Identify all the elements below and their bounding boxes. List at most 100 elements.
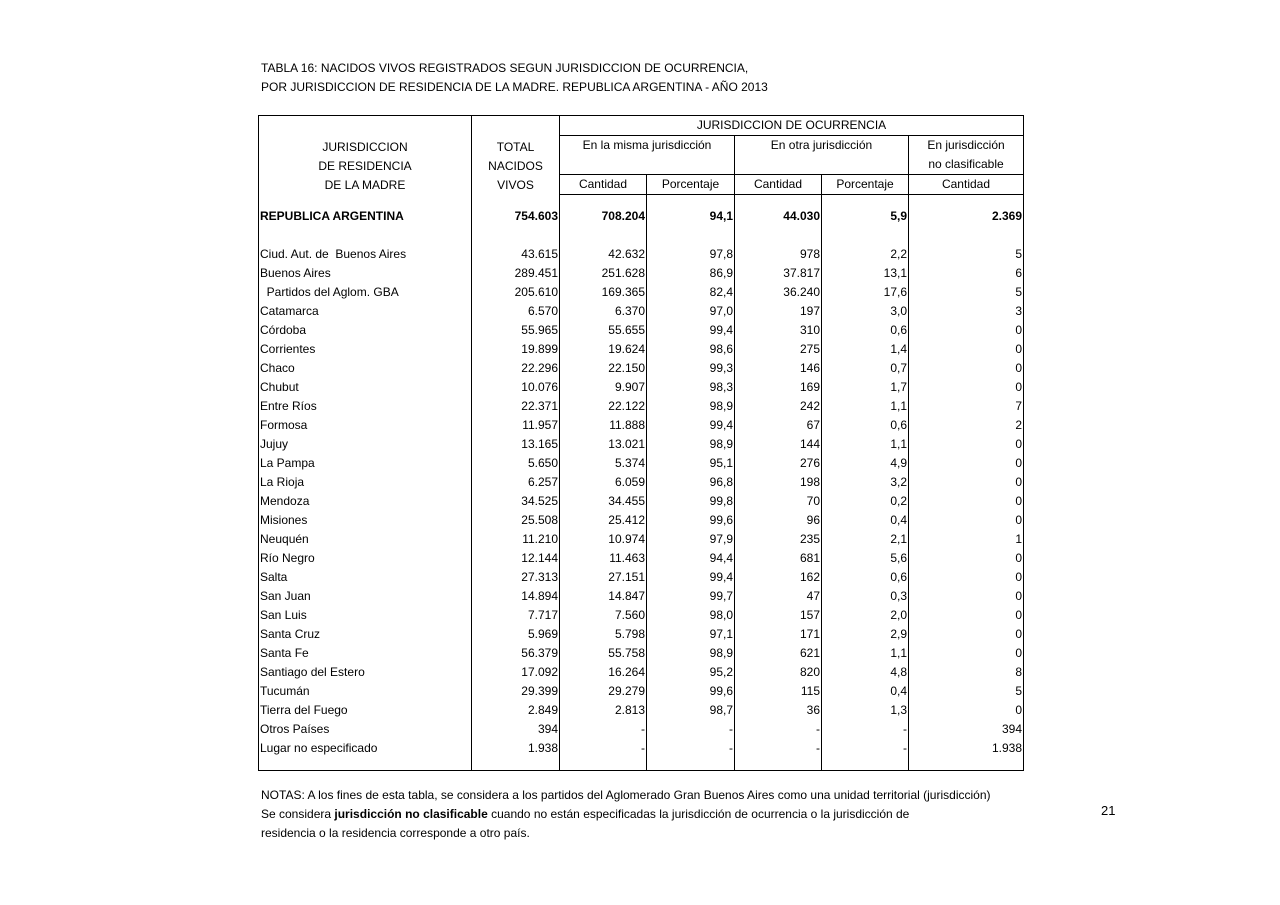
table-cell: 96,8 <box>646 473 735 492</box>
table-row: Catamarca 6.570 6.370 97,0 197 3,0 3 <box>259 302 1024 321</box>
header-misma-porcentaje: Porcentaje <box>646 174 735 195</box>
table-cell: 5.798 <box>559 625 647 644</box>
spacer-cell <box>259 195 472 208</box>
table-row: Mendoza 34.525 34.455 99,8 70 0,2 0 <box>259 492 1024 511</box>
table-cell: 2,0 <box>821 606 909 625</box>
table-cell: 11.463 <box>559 549 647 568</box>
jurisdiction-name: Misiones <box>260 513 308 527</box>
spacer-row <box>259 194 1024 208</box>
table-cell: 22.371 <box>471 397 560 416</box>
table-cell: 1,1 <box>821 397 909 416</box>
table-cell: 19.899 <box>471 340 560 359</box>
spacer-row <box>259 226 1024 245</box>
table-cell: 2.369 <box>908 207 1024 226</box>
notes-line-2: Se considera jurisdicción no clasificabl… <box>261 805 991 824</box>
table-cell: 2,1 <box>821 530 909 549</box>
table-cell: 11.210 <box>471 530 560 549</box>
jurisdiction-name: La Pampa <box>260 456 315 470</box>
table-cell: 10.974 <box>559 530 647 549</box>
table-cell: 708.204 <box>559 207 647 226</box>
table-cell: 25.508 <box>471 511 560 530</box>
jurisdiction-name: Ciud. Aut. de Buenos Aires <box>260 247 407 261</box>
table-cell: 0 <box>908 606 1024 625</box>
table-cell: 5 <box>908 245 1024 264</box>
header-jurisdiccion-residencia: JURISDICCION DE RESIDENCIA DE LA MADRE <box>259 116 472 195</box>
header-text: TOTAL <box>496 139 535 154</box>
table-row: Córdoba 55.965 55.655 99,4 310 0,6 0 <box>259 321 1024 340</box>
table-cell: 0,4 <box>821 682 909 701</box>
notes-text: Se considera <box>261 807 335 821</box>
table-cell: 0 <box>908 568 1024 587</box>
table-cell: 2,9 <box>821 625 909 644</box>
table-cell: 162 <box>734 568 822 587</box>
header-no-clasificable-2: no clasificable <box>908 155 1024 175</box>
table-cell: 4,9 <box>821 454 909 473</box>
table-cell: 7 <box>908 397 1024 416</box>
table-cell: 235 <box>734 530 822 549</box>
jurisdiction-name: Córdoba <box>260 323 307 337</box>
table-row: Chaco 22.296 22.150 99,3 146 0,7 0 <box>259 359 1024 378</box>
header-no-clasificable-cantidad: Cantidad <box>908 174 1024 195</box>
table-cell: 13.165 <box>471 435 560 454</box>
table-cell: 3,0 <box>821 302 909 321</box>
table-cell: 0,6 <box>821 568 909 587</box>
table-cell: 0 <box>908 435 1024 454</box>
spacer-cell <box>908 226 1024 245</box>
jurisdiction-name: Tierra del Fuego <box>260 703 348 717</box>
table-cell: 2.849 <box>471 701 560 720</box>
table-cell: 169 <box>734 378 822 397</box>
table-row: Neuquén 11.210 10.974 97,9 235 2,1 1 <box>259 530 1024 549</box>
table-cell: 0 <box>908 625 1024 644</box>
table-cell: 27.151 <box>559 568 647 587</box>
table-cell: 55.758 <box>559 644 647 663</box>
jurisdiction-name: Salta <box>260 570 288 584</box>
table-cell: 171 <box>734 625 822 644</box>
table-cell: 0 <box>908 644 1024 663</box>
table-cell: 978 <box>734 245 822 264</box>
table-cell: 0 <box>908 701 1024 720</box>
table-cell: 0 <box>908 321 1024 340</box>
jurisdiction-name: Buenos Aires <box>260 266 331 280</box>
table-cell: 95,2 <box>646 663 735 682</box>
spacer-cell <box>646 194 735 207</box>
spacer-cell <box>471 226 560 245</box>
table-cell: 99,8 <box>646 492 735 511</box>
table-title-line-2: POR JURISDICCION DE RESIDENCIA DE LA MAD… <box>261 80 768 94</box>
table-cell: 97,1 <box>646 625 735 644</box>
table-cell: 1,1 <box>821 644 909 663</box>
table-cell: 205.610 <box>471 283 560 302</box>
table-cell: 5,9 <box>821 207 909 226</box>
table-cell: 44.030 <box>734 207 822 226</box>
spacer-cell <box>908 194 1024 207</box>
header-misma-jurisdiccion: En la misma jurisdicción <box>559 135 735 175</box>
table-cell: 22.122 <box>559 397 647 416</box>
table-cell: 2,2 <box>821 245 909 264</box>
table-cell: 98,3 <box>646 378 735 397</box>
table-cell: 5.374 <box>559 454 647 473</box>
table-cell: 99,7 <box>646 587 735 606</box>
table-cell: 96 <box>734 511 822 530</box>
table-cell: 2 <box>908 416 1024 435</box>
table-cell: 95,1 <box>646 454 735 473</box>
jurisdiction-name: Jujuy <box>260 437 289 451</box>
jurisdiction-name: Lugar no especificado <box>260 741 378 755</box>
notes-text: cuando no están especificadas la jurisdi… <box>487 807 910 821</box>
page-number: 21 <box>1101 803 1116 818</box>
table-cell: 6.370 <box>559 302 647 321</box>
table-row: Santiago del Estero 17.092 16.264 95,2 820 4,… <box>259 663 1024 682</box>
table-cell: 0 <box>908 378 1024 397</box>
header-no-clasificable-1: En jurisdicción <box>908 135 1024 155</box>
notes: NOTAS: A los fines de esta tabla, se con… <box>261 786 991 843</box>
table-cell: 3,2 <box>821 473 909 492</box>
table-cell: 42.632 <box>559 245 647 264</box>
jurisdiction-name: Río Negro <box>260 551 315 565</box>
jurisdiction-name: Otros Países <box>260 722 330 736</box>
spacer-cell <box>908 758 1024 771</box>
table-cell: 1,4 <box>821 340 909 359</box>
table-cell: 754.603 <box>471 207 560 226</box>
table-cell: 99,6 <box>646 511 735 530</box>
table-cell: 56.379 <box>471 644 560 663</box>
table-cell: 98,7 <box>646 701 735 720</box>
table-cell: 97,9 <box>646 530 735 549</box>
table-cell: 55.655 <box>559 321 647 340</box>
